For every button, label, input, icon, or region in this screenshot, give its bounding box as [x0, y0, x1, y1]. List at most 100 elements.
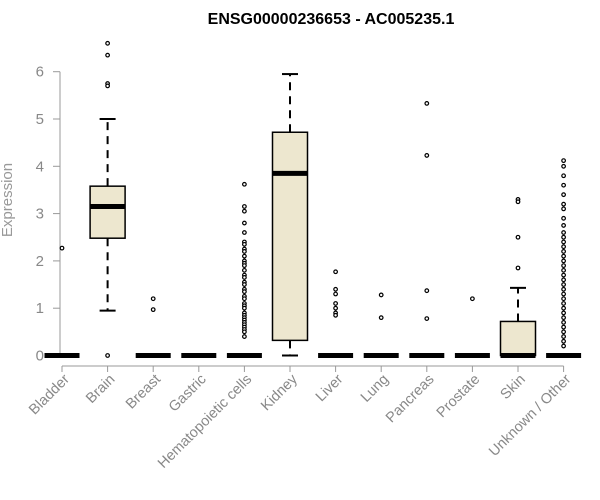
outlier-point [105, 353, 110, 358]
outlier-point [561, 301, 566, 306]
outlier-point [150, 296, 156, 302]
y-tick-label: 3 [36, 206, 44, 223]
x-tick-label: Kidney [258, 371, 301, 414]
x-tick-label: Brain [83, 372, 118, 407]
outlier-point [561, 201, 566, 207]
outlier-point [561, 329, 566, 335]
outlier-point [150, 307, 156, 313]
outlier-point [424, 100, 430, 106]
outlier-point [241, 289, 247, 295]
outlier-point [424, 316, 430, 322]
box-4 [226, 181, 262, 358]
box-1 [89, 40, 126, 358]
outlier-point [241, 220, 247, 226]
outlier-point [241, 181, 247, 187]
outlier-point [561, 310, 566, 316]
x-tick-label: Prostate [434, 372, 483, 421]
y-tick-label: 1 [36, 300, 44, 317]
y-axis-label: Expression [0, 163, 16, 237]
outlier-point [561, 324, 566, 330]
outlier-point [561, 319, 566, 325]
outlier-point [561, 215, 566, 221]
outlier-point [561, 272, 566, 278]
outlier-point [561, 343, 566, 349]
outlier-point [241, 253, 247, 259]
chart-title: ENSG00000236653 - AC005235.1 [208, 11, 455, 28]
outlier-point [241, 296, 247, 302]
box-body [499, 320, 537, 357]
box-10 [499, 197, 537, 358]
box-8 [409, 100, 445, 358]
outlier-point [561, 267, 566, 273]
box-body [89, 185, 126, 239]
outlier-point [561, 182, 566, 188]
x-tick-label: Gastric [166, 372, 210, 416]
outlier-point [241, 208, 247, 214]
y-tick-label: 4 [36, 158, 44, 175]
outlier-point [470, 296, 475, 302]
outlier-point [378, 315, 384, 321]
outlier-point [241, 230, 247, 235]
outlier-point [333, 269, 339, 275]
outlier-point [241, 204, 247, 209]
outlier-point [333, 291, 339, 297]
outlier-point [105, 83, 110, 89]
box-7 [363, 292, 399, 358]
outlier-point [241, 267, 247, 273]
y-axis: 0 1 2 3 4 5 6 [36, 64, 61, 365]
outlier-point [424, 153, 430, 158]
box-body [271, 131, 309, 342]
y-tick-label: 6 [36, 64, 44, 81]
y-tick-label: 2 [36, 253, 44, 270]
outlier-point [561, 305, 566, 311]
outlier-point [333, 312, 339, 318]
x-tick-label: Breast [123, 372, 164, 413]
x-tick-label: Pancreas [383, 372, 438, 427]
outlier-point [378, 292, 384, 298]
box-0 [44, 245, 80, 358]
x-tick-label: Lung [358, 372, 392, 406]
box-6 [318, 269, 354, 358]
outlier-point [241, 334, 247, 339]
outlier-point [515, 199, 521, 205]
outlier-point [561, 263, 566, 269]
outlier-point [561, 315, 566, 321]
outlier-point [561, 277, 566, 283]
outlier-point [241, 305, 247, 311]
outlier-point [561, 258, 566, 264]
y-tick-label: 0 [36, 348, 44, 365]
outlier-point [561, 192, 566, 198]
y-tick-label: 5 [36, 111, 44, 128]
outlier-point [561, 173, 566, 179]
outlier-point [105, 52, 110, 58]
outlier-point [561, 244, 566, 250]
outlier-point [561, 253, 566, 259]
outlier-point [561, 286, 566, 292]
outlier-point [241, 329, 247, 335]
outlier-point [561, 338, 566, 344]
outlier-point [241, 282, 247, 287]
box-11 [546, 158, 582, 358]
outlier-point [241, 275, 247, 280]
outlier-point [561, 334, 566, 339]
x-tick-label: Liver [313, 371, 347, 405]
outlier-point [105, 40, 110, 46]
x-tick-label: Unknown / Other [486, 371, 574, 459]
outlier-point [241, 249, 247, 254]
x-tick-label: Skin [498, 372, 529, 403]
outlier-point [561, 291, 566, 297]
outlier-point [561, 230, 566, 235]
outlier-point [561, 239, 566, 245]
x-tick-label: Bladder [26, 371, 73, 418]
outlier-point [561, 249, 566, 254]
outlier-point [561, 234, 566, 240]
outlier-point [515, 234, 521, 240]
outlier-point [333, 305, 339, 311]
outlier-point [241, 263, 247, 269]
plot-area [44, 40, 582, 358]
box-2 [135, 296, 171, 358]
outlier-point [424, 288, 430, 294]
outlier-point [561, 223, 566, 228]
